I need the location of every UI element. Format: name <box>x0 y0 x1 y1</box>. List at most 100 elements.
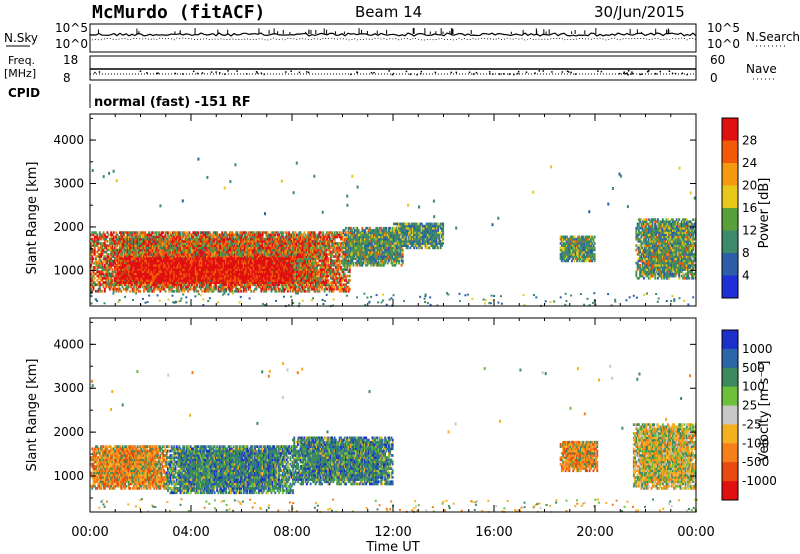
power-panel-cell <box>108 287 111 291</box>
power-panel-cell <box>106 248 109 252</box>
power-panel-cell <box>285 253 288 256</box>
power-panel-cell <box>119 287 121 291</box>
power-panel-cell <box>155 240 158 243</box>
power-panel-cell <box>116 248 119 252</box>
power-panel-cell <box>178 235 181 239</box>
power-panel-cell <box>303 253 306 256</box>
power-panel-cell <box>110 283 113 287</box>
power-panel-cell <box>226 244 229 247</box>
power-panel-cell <box>225 253 227 256</box>
power-panel-cell <box>192 255 195 258</box>
power-panel-cell <box>323 270 326 274</box>
power-panel-cell <box>255 246 258 250</box>
power-panel-cell <box>297 242 299 245</box>
power-panel-cell <box>245 240 248 243</box>
power-panel-cell <box>162 255 164 258</box>
power-panel-cell <box>251 250 254 254</box>
power-panel-cell <box>244 233 246 237</box>
power-panel-cell <box>213 237 216 241</box>
power-panel-cell <box>274 237 277 241</box>
power-panel-cell <box>314 257 317 260</box>
power-panel-cell <box>261 250 264 254</box>
power-panel-cell <box>146 255 149 258</box>
power-panel-cell <box>220 253 222 256</box>
power-panel-cell <box>223 285 226 289</box>
power-panel-cell <box>265 235 268 239</box>
power-panel-cell <box>236 235 239 239</box>
power-panel-cell <box>105 261 108 265</box>
power-panel-cell <box>297 233 299 237</box>
power-panel-cell <box>120 255 123 258</box>
power-panel-cell <box>284 246 287 250</box>
freq-dot <box>156 72 158 75</box>
power-panel-cell <box>160 237 163 241</box>
power-panel-cell <box>120 233 123 237</box>
power-panel-cell <box>139 231 142 234</box>
power-panel-cell <box>111 279 114 282</box>
power-panel-cell <box>256 233 259 237</box>
power-panel-cell <box>314 250 317 254</box>
power-panel-cell <box>116 240 119 243</box>
power-panel-cell <box>136 283 139 287</box>
power-panel-cell <box>288 283 291 287</box>
power-panel-cell <box>286 250 289 254</box>
power-panel-cell <box>167 250 169 254</box>
power-panel-cell <box>110 261 113 265</box>
power-panel-cell <box>294 266 297 269</box>
power-panel-cell <box>305 257 308 260</box>
power-panel-cell <box>151 289 154 293</box>
power-panel-cell <box>174 246 177 250</box>
power-panel-cell <box>308 279 311 282</box>
power-panel-cell <box>111 270 114 274</box>
power-panel-cell <box>300 253 303 256</box>
power-panel-cell <box>239 255 241 258</box>
power-panel-cell <box>93 242 96 245</box>
power-panel-cell <box>150 285 153 289</box>
power-panel-cell <box>143 242 145 245</box>
power-panel-cell <box>321 250 323 254</box>
power-panel-cell <box>326 287 328 291</box>
power-panel-cell <box>247 242 250 245</box>
power-panel-cell <box>105 237 108 241</box>
power-panel-cell <box>203 287 206 291</box>
power-panel-cell <box>249 235 251 239</box>
power-panel-cell <box>259 235 262 239</box>
power-panel-cell <box>115 242 118 245</box>
power-panel-cell <box>91 276 94 280</box>
power-panel-cell <box>162 287 164 291</box>
power-panel-cell <box>159 283 162 287</box>
power-panel-cell <box>201 248 203 252</box>
power-panel-cell <box>125 272 128 276</box>
power-panel-cell <box>178 255 181 258</box>
power-panel-cell <box>90 250 92 254</box>
power-panel-cell <box>206 279 208 282</box>
power-panel-cell <box>288 233 291 237</box>
power-panel-cell <box>326 266 328 269</box>
power-panel-cell <box>246 242 249 245</box>
power-panel-cell <box>145 235 148 239</box>
power-panel-cell <box>183 242 186 245</box>
power-panel-cell <box>316 261 318 265</box>
power-panel-cell <box>178 233 181 237</box>
power-panel-cell <box>101 248 104 252</box>
power-panel-cell <box>160 287 163 291</box>
power-panel-cell <box>249 246 251 250</box>
power-panel-cell <box>114 285 116 289</box>
power-panel-cell <box>177 240 179 243</box>
power-panel-cell <box>288 242 291 245</box>
power-panel-cell <box>146 244 149 247</box>
power-panel-cell <box>298 276 301 280</box>
power-panel-cell <box>184 257 187 260</box>
power-panel-cell <box>297 240 299 243</box>
power-panel-cell <box>163 255 166 258</box>
power-panel-cell <box>230 235 232 239</box>
power-panel-cell <box>233 244 236 247</box>
power-panel-cell <box>323 259 326 263</box>
power-panel-cell <box>273 283 275 287</box>
freq-dot <box>623 71 625 73</box>
power-panel-cell <box>300 259 303 263</box>
power-panel-cell <box>107 274 110 278</box>
power-panel-cell <box>173 237 176 241</box>
power-panel-cell <box>91 233 94 237</box>
power-panel-cell <box>209 235 212 239</box>
